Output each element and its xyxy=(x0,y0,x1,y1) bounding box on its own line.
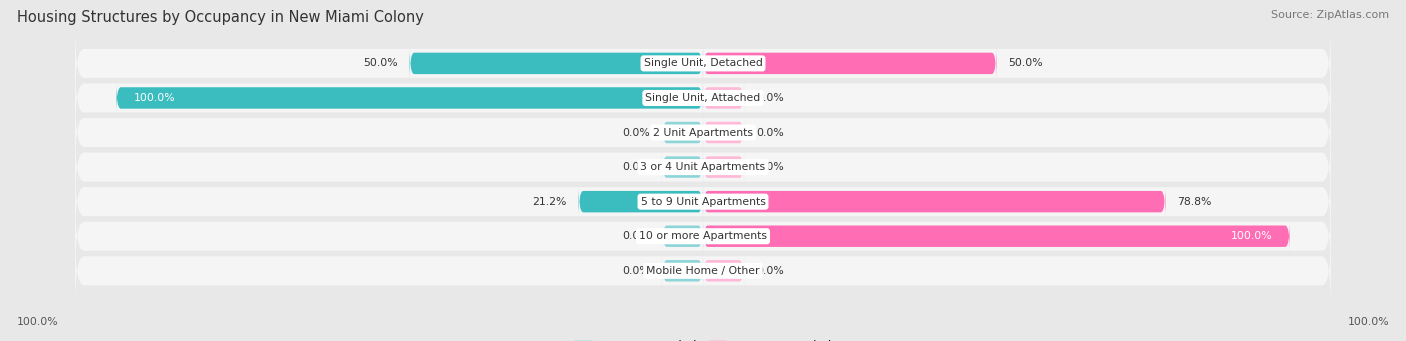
Text: 100.0%: 100.0% xyxy=(134,93,176,103)
Text: 0.0%: 0.0% xyxy=(756,93,783,103)
Text: 2 Unit Apartments: 2 Unit Apartments xyxy=(652,128,754,137)
FancyBboxPatch shape xyxy=(662,219,703,253)
FancyBboxPatch shape xyxy=(662,150,703,184)
FancyBboxPatch shape xyxy=(117,81,703,115)
FancyBboxPatch shape xyxy=(703,81,744,115)
Text: 78.8%: 78.8% xyxy=(1177,197,1212,207)
Text: 0.0%: 0.0% xyxy=(756,128,783,137)
FancyBboxPatch shape xyxy=(662,254,703,288)
FancyBboxPatch shape xyxy=(75,199,1331,273)
Text: 0.0%: 0.0% xyxy=(756,266,783,276)
Text: Mobile Home / Other: Mobile Home / Other xyxy=(647,266,759,276)
Text: Single Unit, Detached: Single Unit, Detached xyxy=(644,58,762,69)
Text: 50.0%: 50.0% xyxy=(363,58,398,69)
Text: 21.2%: 21.2% xyxy=(533,197,567,207)
FancyBboxPatch shape xyxy=(409,46,703,80)
FancyBboxPatch shape xyxy=(75,234,1331,308)
FancyBboxPatch shape xyxy=(703,219,1289,253)
Text: 3 or 4 Unit Apartments: 3 or 4 Unit Apartments xyxy=(641,162,765,172)
Text: 0.0%: 0.0% xyxy=(623,162,650,172)
Legend: Owner-occupied, Renter-occupied: Owner-occupied, Renter-occupied xyxy=(569,336,837,341)
Text: 100.0%: 100.0% xyxy=(1347,317,1389,327)
Text: 5 to 9 Unit Apartments: 5 to 9 Unit Apartments xyxy=(641,197,765,207)
Text: 100.0%: 100.0% xyxy=(17,317,59,327)
Text: 0.0%: 0.0% xyxy=(623,231,650,241)
FancyBboxPatch shape xyxy=(703,150,744,184)
FancyBboxPatch shape xyxy=(662,116,703,149)
FancyBboxPatch shape xyxy=(703,116,744,149)
FancyBboxPatch shape xyxy=(703,254,744,288)
FancyBboxPatch shape xyxy=(75,61,1331,135)
FancyBboxPatch shape xyxy=(703,46,997,80)
Text: 100.0%: 100.0% xyxy=(1230,231,1272,241)
Text: 0.0%: 0.0% xyxy=(623,266,650,276)
FancyBboxPatch shape xyxy=(579,185,703,219)
Text: 0.0%: 0.0% xyxy=(623,128,650,137)
Text: Housing Structures by Occupancy in New Miami Colony: Housing Structures by Occupancy in New M… xyxy=(17,10,423,25)
FancyBboxPatch shape xyxy=(75,130,1331,204)
Text: Single Unit, Attached: Single Unit, Attached xyxy=(645,93,761,103)
FancyBboxPatch shape xyxy=(703,185,1166,219)
Text: 0.0%: 0.0% xyxy=(756,162,783,172)
FancyBboxPatch shape xyxy=(75,26,1331,101)
FancyBboxPatch shape xyxy=(75,95,1331,170)
Text: 50.0%: 50.0% xyxy=(1008,58,1043,69)
Text: 10 or more Apartments: 10 or more Apartments xyxy=(638,231,768,241)
FancyBboxPatch shape xyxy=(75,164,1331,239)
Text: Source: ZipAtlas.com: Source: ZipAtlas.com xyxy=(1271,10,1389,20)
